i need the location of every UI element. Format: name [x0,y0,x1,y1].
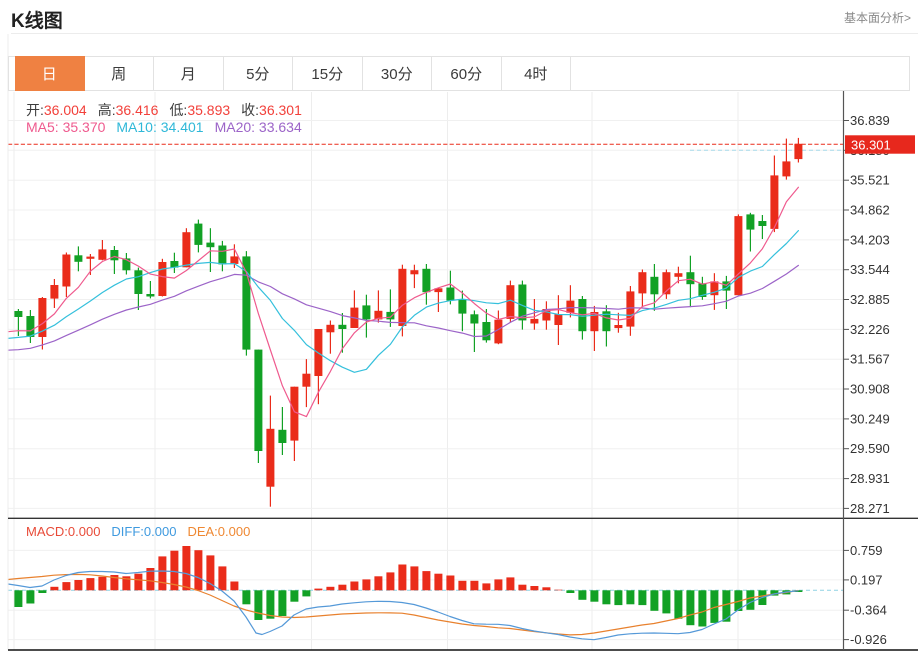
svg-text:0.197: 0.197 [850,572,883,587]
svg-text:34.203: 34.203 [850,232,890,247]
svg-text:36.301: 36.301 [851,137,891,152]
svg-text:30.908: 30.908 [850,382,890,397]
svg-text:34.862: 34.862 [850,203,890,218]
svg-text:28.931: 28.931 [850,471,890,486]
svg-text:31.567: 31.567 [850,352,890,367]
svg-text:33.544: 33.544 [850,262,890,277]
svg-text:29.590: 29.590 [850,441,890,456]
svg-text:30.249: 30.249 [850,411,890,426]
svg-text:32.226: 32.226 [850,322,890,337]
svg-text:32.885: 32.885 [850,292,890,307]
svg-text:36.839: 36.839 [850,113,890,128]
svg-text:35.521: 35.521 [850,173,890,188]
svg-text:-0.364: -0.364 [850,603,887,618]
svg-text:28.271: 28.271 [850,501,890,516]
svg-text:-0.926: -0.926 [850,632,887,647]
svg-text:0.759: 0.759 [850,543,883,558]
